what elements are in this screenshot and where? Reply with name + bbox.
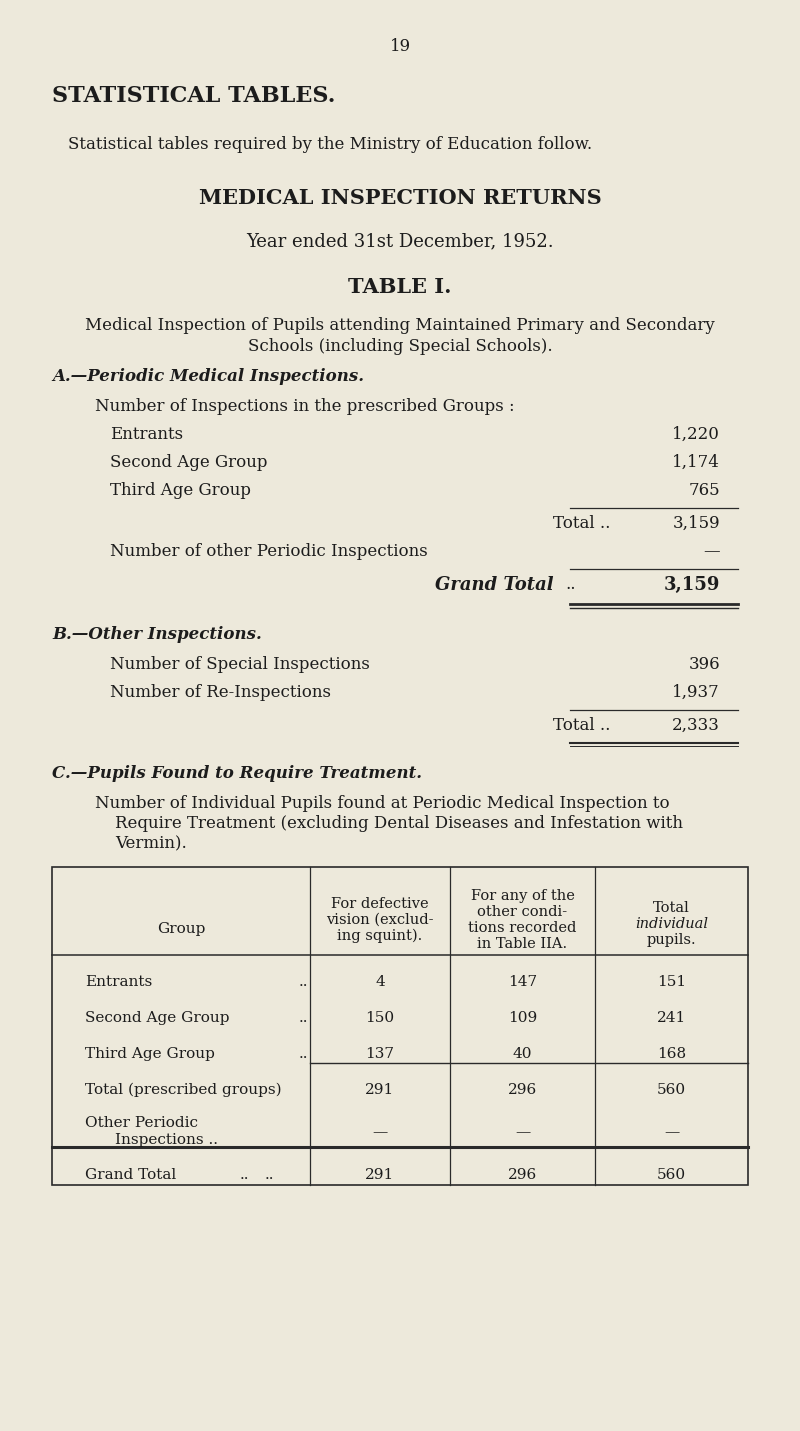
Text: ing squint).: ing squint).	[338, 929, 422, 943]
Text: 40: 40	[513, 1047, 532, 1060]
Text: 765: 765	[688, 482, 720, 499]
Text: individual: individual	[635, 917, 708, 932]
Text: 291: 291	[366, 1083, 394, 1098]
Text: 291: 291	[366, 1168, 394, 1182]
Text: —: —	[372, 1125, 388, 1139]
Bar	[52, 867, 748, 1185]
Text: 2,333: 2,333	[672, 717, 720, 734]
Text: Grand Total: Grand Total	[435, 577, 554, 594]
Text: in Table IIA.: in Table IIA.	[478, 937, 567, 952]
Text: Number of Re-Inspections: Number of Re-Inspections	[110, 684, 331, 701]
Text: —: —	[664, 1125, 679, 1139]
Text: other condi-: other condi-	[478, 904, 567, 919]
Text: ..: ..	[298, 1047, 308, 1060]
Text: 296: 296	[508, 1168, 537, 1182]
Text: 241: 241	[657, 1010, 686, 1025]
Text: 151: 151	[657, 975, 686, 989]
Text: B.—Other Inspections.: B.—Other Inspections.	[52, 625, 262, 643]
Text: C.—Pupils Found to Require Treatment.: C.—Pupils Found to Require Treatment.	[52, 766, 422, 781]
Text: 1,174: 1,174	[672, 454, 720, 471]
Text: Vermin).: Vermin).	[115, 836, 186, 851]
Text: TABLE I.: TABLE I.	[348, 278, 452, 298]
Text: Third Age Group: Third Age Group	[110, 482, 251, 499]
Text: 1,937: 1,937	[672, 684, 720, 701]
Text: Second Age Group: Second Age Group	[85, 1010, 230, 1025]
Text: Number of Special Inspections: Number of Special Inspections	[110, 655, 370, 673]
Text: ..: ..	[298, 1010, 308, 1025]
Text: ..: ..	[298, 975, 308, 989]
Text: Other Periodic: Other Periodic	[85, 1116, 198, 1130]
Text: 19: 19	[390, 39, 410, 54]
Text: For any of the: For any of the	[470, 889, 574, 903]
Text: vision (exclud-: vision (exclud-	[326, 913, 434, 927]
Text: —: —	[703, 542, 720, 560]
Text: ..: ..	[265, 1168, 274, 1182]
Text: Third Age Group: Third Age Group	[85, 1047, 215, 1060]
Text: Require Treatment (excluding Dental Diseases and Infestation with: Require Treatment (excluding Dental Dise…	[115, 816, 683, 831]
Text: 560: 560	[657, 1083, 686, 1098]
Text: Schools (including Special Schools).: Schools (including Special Schools).	[248, 338, 552, 355]
Text: Entrants: Entrants	[110, 426, 183, 444]
Text: 1,220: 1,220	[672, 426, 720, 444]
Text: Entrants: Entrants	[85, 975, 152, 989]
Text: Total: Total	[653, 902, 690, 914]
Text: 296: 296	[508, 1083, 537, 1098]
Text: pupils.: pupils.	[646, 933, 696, 947]
Text: Medical Inspection of Pupils attending Maintained Primary and Secondary: Medical Inspection of Pupils attending M…	[85, 318, 715, 333]
Text: 396: 396	[688, 655, 720, 673]
Text: A.—Periodic Medical Inspections.: A.—Periodic Medical Inspections.	[52, 368, 364, 385]
Text: 168: 168	[657, 1047, 686, 1060]
Text: 109: 109	[508, 1010, 537, 1025]
Text: ..: ..	[565, 577, 575, 592]
Text: Number of Inspections in the prescribed Groups :: Number of Inspections in the prescribed …	[95, 398, 514, 415]
Text: Year ended 31st December, 1952.: Year ended 31st December, 1952.	[246, 232, 554, 250]
Text: Inspections ..: Inspections ..	[115, 1133, 218, 1148]
Text: 4: 4	[375, 975, 385, 989]
Text: Statistical tables required by the Ministry of Education follow.: Statistical tables required by the Minis…	[68, 136, 592, 153]
Text: 150: 150	[366, 1010, 394, 1025]
Text: 3,159: 3,159	[664, 577, 720, 594]
Text: tions recorded: tions recorded	[468, 922, 577, 934]
Text: Total ..: Total ..	[553, 717, 610, 734]
Text: STATISTICAL TABLES.: STATISTICAL TABLES.	[52, 84, 335, 107]
Text: For defective: For defective	[331, 897, 429, 912]
Text: 137: 137	[366, 1047, 394, 1060]
Text: 560: 560	[657, 1168, 686, 1182]
Text: 3,159: 3,159	[672, 515, 720, 532]
Text: Group: Group	[157, 922, 205, 936]
Text: MEDICAL INSPECTION RETURNS: MEDICAL INSPECTION RETURNS	[198, 187, 602, 207]
Text: Total (prescribed groups): Total (prescribed groups)	[85, 1083, 282, 1098]
Text: Total ..: Total ..	[553, 515, 610, 532]
Text: 147: 147	[508, 975, 537, 989]
Text: Second Age Group: Second Age Group	[110, 454, 267, 471]
Text: Number of other Periodic Inspections: Number of other Periodic Inspections	[110, 542, 428, 560]
Text: ..: ..	[240, 1168, 250, 1182]
Text: Number of Individual Pupils found at Periodic Medical Inspection to: Number of Individual Pupils found at Per…	[95, 796, 670, 811]
Text: —: —	[515, 1125, 530, 1139]
Text: Grand Total: Grand Total	[85, 1168, 176, 1182]
